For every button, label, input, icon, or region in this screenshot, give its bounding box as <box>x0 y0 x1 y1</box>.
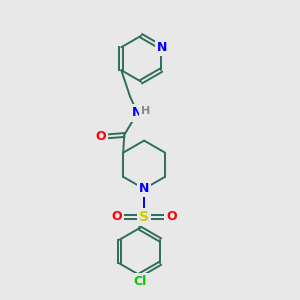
Text: O: O <box>112 210 122 223</box>
Text: N: N <box>157 41 168 54</box>
Text: H: H <box>141 106 150 116</box>
Text: N: N <box>132 106 143 119</box>
Text: O: O <box>166 210 176 223</box>
Text: Cl: Cl <box>133 275 146 288</box>
Text: N: N <box>139 182 149 195</box>
Text: O: O <box>95 130 106 143</box>
Text: S: S <box>139 210 149 224</box>
